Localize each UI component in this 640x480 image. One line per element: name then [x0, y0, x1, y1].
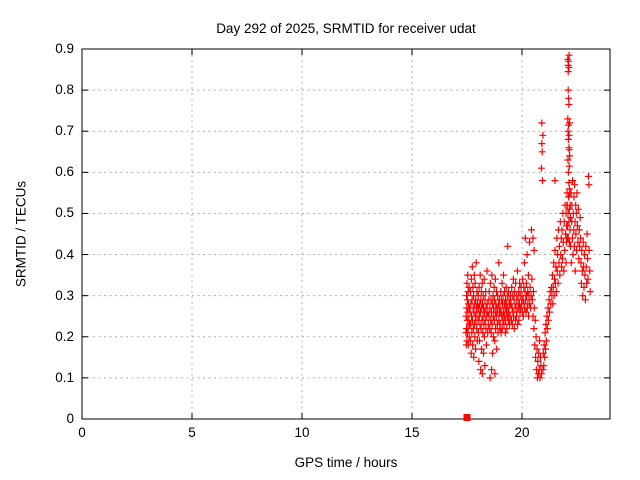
y-tick-label: 0.2 [55, 328, 74, 344]
chart-title: Day 292 of 2025, SRMTID for receiver uda… [216, 21, 476, 36]
x-tick-label: 10 [294, 425, 310, 440]
y-tick-label: 0.1 [55, 369, 74, 385]
y-tick-label: 0.7 [55, 123, 74, 139]
y-tick-label: 0.3 [55, 287, 74, 303]
x-tick-label: 15 [404, 425, 420, 440]
x-axis-label: GPS time / hours [294, 455, 398, 470]
y-tick-label: 0.5 [55, 205, 74, 221]
y-tick-label: 0.6 [55, 164, 74, 180]
data-point-square [463, 414, 471, 421]
data-points-SRMTID [462, 51, 594, 382]
plot-border [81, 48, 611, 420]
y-tick-label: 0.4 [55, 246, 74, 262]
x-tick-label: 5 [188, 425, 196, 440]
y-tick-label: 0.9 [55, 41, 74, 56]
y-tick-label: 0.8 [55, 82, 74, 98]
x-tick-label: 0 [78, 425, 86, 440]
x-tick-label: 20 [514, 425, 530, 440]
y-tick-label: 0 [66, 411, 74, 426]
